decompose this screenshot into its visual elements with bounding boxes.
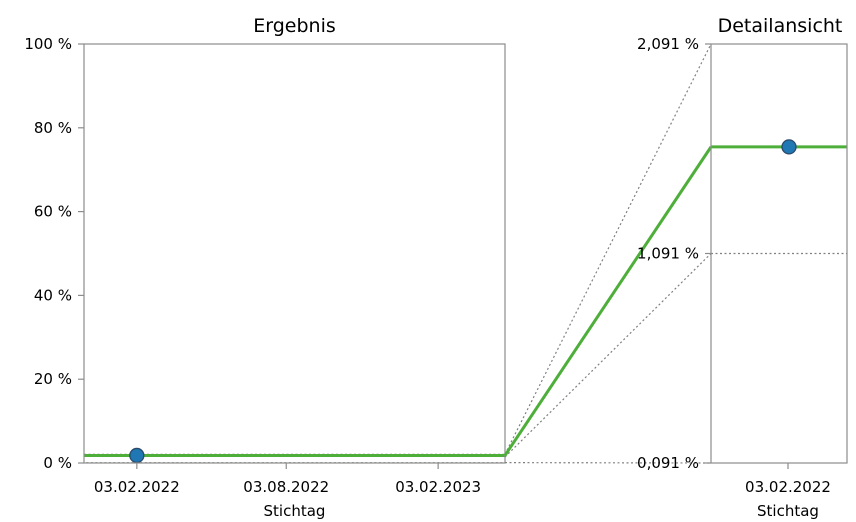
detail-y-axis: 0,091 % 1,091 % 2,091 %	[637, 35, 711, 472]
detail-series	[711, 139, 847, 155]
zoom-connector-top	[504, 43, 712, 455]
detail-x-axis: 03.02.2022	[745, 463, 831, 496]
y-tick-label: 0,091 %	[637, 454, 699, 472]
x-tick-label: 03.02.2023	[395, 478, 481, 496]
data-point	[781, 139, 797, 155]
detail-x-axis-label: Stichtag	[757, 502, 819, 520]
detail-chart-panel: Detailansicht 0,091 % 1,091 % 2,091 % 03.0…	[637, 15, 848, 520]
y-tick-label: 20 %	[34, 370, 72, 388]
main-y-axis: 0 % 20 % 40 % 60 % 80 % 100 %	[24, 35, 84, 472]
x-tick-label: 03.08.2022	[243, 478, 329, 496]
y-tick-label: 100 %	[24, 35, 72, 53]
y-tick-label: 1,091 %	[637, 245, 699, 263]
x-tick-label: 03.02.2022	[745, 478, 831, 496]
main-chart-panel: Ergebnis 0 % 20 % 40 % 60 % 80 % 100 % 03.02.…	[24, 15, 506, 520]
y-tick-label: 0 %	[43, 454, 72, 472]
main-plot-frame	[83, 43, 506, 464]
y-tick-label: 60 %	[34, 203, 72, 221]
y-tick-label: 2,091 %	[637, 35, 699, 53]
detail-chart-title: Detailansicht	[718, 15, 843, 37]
y-tick-label: 80 %	[34, 119, 72, 137]
main-x-axis-label: Stichtag	[264, 502, 326, 520]
zoom-connector	[503, 43, 713, 464]
y-tick-label: 40 %	[34, 286, 72, 304]
series-bridge-line	[503, 146, 713, 457]
main-x-axis: 03.02.2022 03.08.2022 03.02.2023	[94, 463, 481, 496]
x-tick-label: 03.02.2022	[94, 478, 180, 496]
zoom-connector-mid	[504, 253, 712, 458]
main-series	[84, 447, 505, 464]
data-point	[129, 447, 145, 464]
main-chart-title: Ergebnis	[253, 15, 336, 37]
